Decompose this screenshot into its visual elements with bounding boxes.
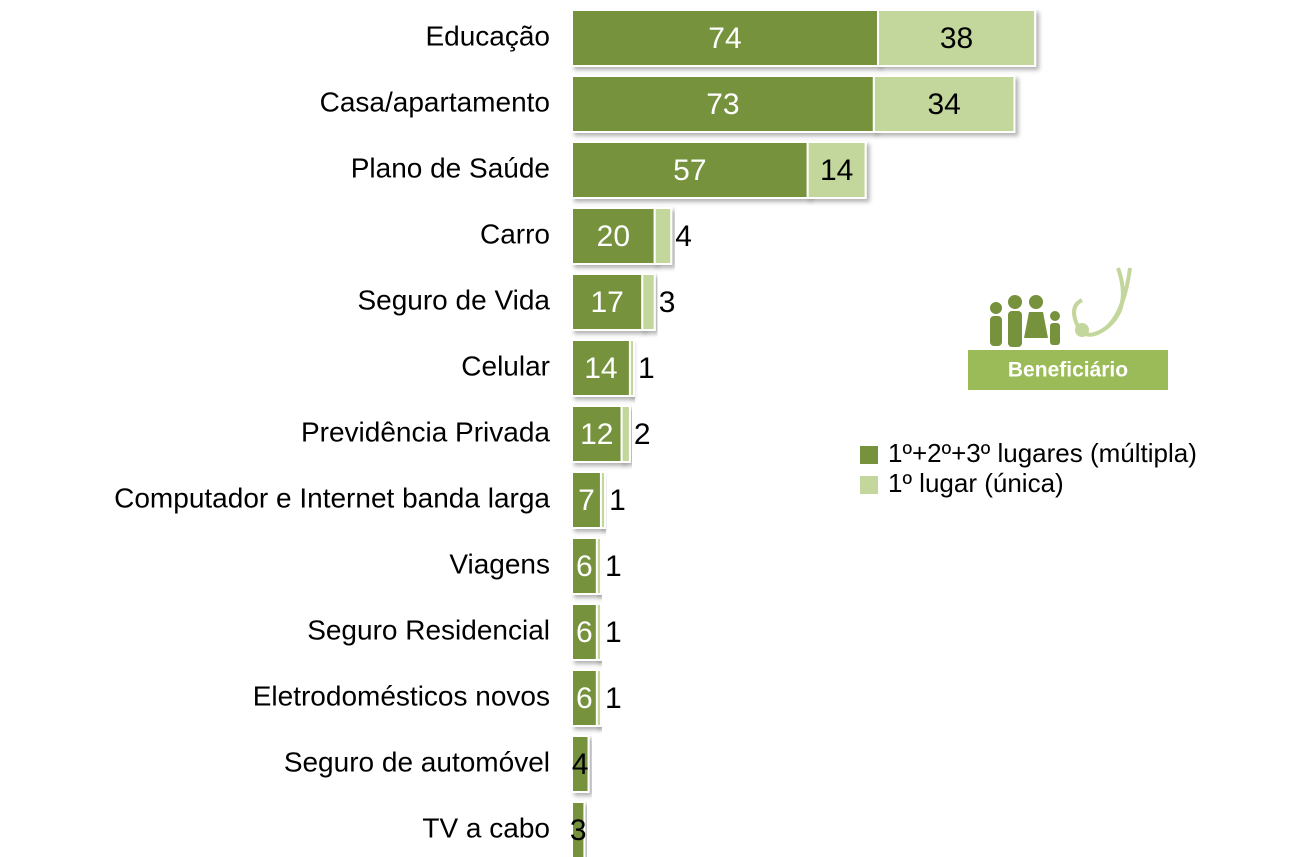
value-label: 1 xyxy=(605,550,622,583)
bar-segment xyxy=(595,603,602,661)
bar-segment xyxy=(571,471,602,529)
bar-segment xyxy=(571,405,623,463)
category-label: Celular xyxy=(461,350,550,381)
category-label: Seguro Residencial xyxy=(307,614,550,645)
value-label: 6 xyxy=(576,616,593,649)
value-label: 1 xyxy=(605,682,622,715)
bar-segment xyxy=(571,735,590,793)
bar-segment xyxy=(620,405,631,463)
value-label: 17 xyxy=(590,286,623,319)
beneficiary-icon xyxy=(968,267,1168,390)
value-label: 6 xyxy=(576,682,593,715)
category-label: Previdência Privada xyxy=(301,416,550,447)
legend-swatch xyxy=(860,476,878,494)
value-label: 6 xyxy=(576,550,593,583)
value-label: 2 xyxy=(634,418,651,451)
value-label: 1 xyxy=(638,352,655,385)
bar-segment xyxy=(571,603,598,661)
bar-segment xyxy=(595,537,602,595)
bar-segment xyxy=(628,339,636,397)
badge-label: Beneficiário xyxy=(1008,359,1128,382)
bar-segment xyxy=(571,273,644,331)
category-label: Eletrodomésticos novos xyxy=(253,680,550,711)
bar-segment xyxy=(653,207,673,265)
bar-segment xyxy=(599,471,607,529)
value-label: 3 xyxy=(570,814,587,847)
category-label: Casa/apartamento xyxy=(320,86,550,117)
category-label: Plano de Saúde xyxy=(351,152,550,183)
category-label: Carro xyxy=(480,218,550,249)
value-label: 1 xyxy=(609,484,626,517)
value-label: 74 xyxy=(708,22,741,55)
category-label: Viagens xyxy=(449,548,550,579)
value-label: 4 xyxy=(675,220,692,253)
bar-segment xyxy=(595,669,602,727)
bar-segment xyxy=(872,75,1016,133)
category-label: Computador e Internet banda larga xyxy=(114,482,550,513)
bar-segment xyxy=(876,9,1037,67)
value-label: 4 xyxy=(572,748,589,781)
value-label: 38 xyxy=(940,22,973,55)
value-label: 3 xyxy=(659,286,676,319)
category-label: Seguro de Vida xyxy=(357,284,550,315)
bar-segment xyxy=(641,273,656,331)
legend-swatch xyxy=(860,446,878,464)
value-label: 20 xyxy=(597,220,630,253)
value-label: 73 xyxy=(706,88,739,121)
bar-segment xyxy=(571,9,879,67)
value-label: 34 xyxy=(927,88,960,121)
value-label: 12 xyxy=(580,418,613,451)
value-label: 14 xyxy=(820,154,853,187)
legend-label: 1º lugar (única) xyxy=(888,468,1064,498)
category-label: Seguro de automóvel xyxy=(284,746,550,777)
bar-segment xyxy=(571,669,598,727)
category-label: TV a cabo xyxy=(422,812,550,843)
bar-segment xyxy=(806,141,867,199)
category-label: Educação xyxy=(425,20,550,51)
bar-segment xyxy=(571,801,586,857)
value-label: 14 xyxy=(584,352,617,385)
value-label: 7 xyxy=(578,484,595,517)
bar-segment xyxy=(571,75,875,133)
legend-label: 1º+2º+3º lugares (múltipla) xyxy=(888,438,1197,468)
value-label: 1 xyxy=(605,616,622,649)
value-label: 57 xyxy=(673,154,706,187)
